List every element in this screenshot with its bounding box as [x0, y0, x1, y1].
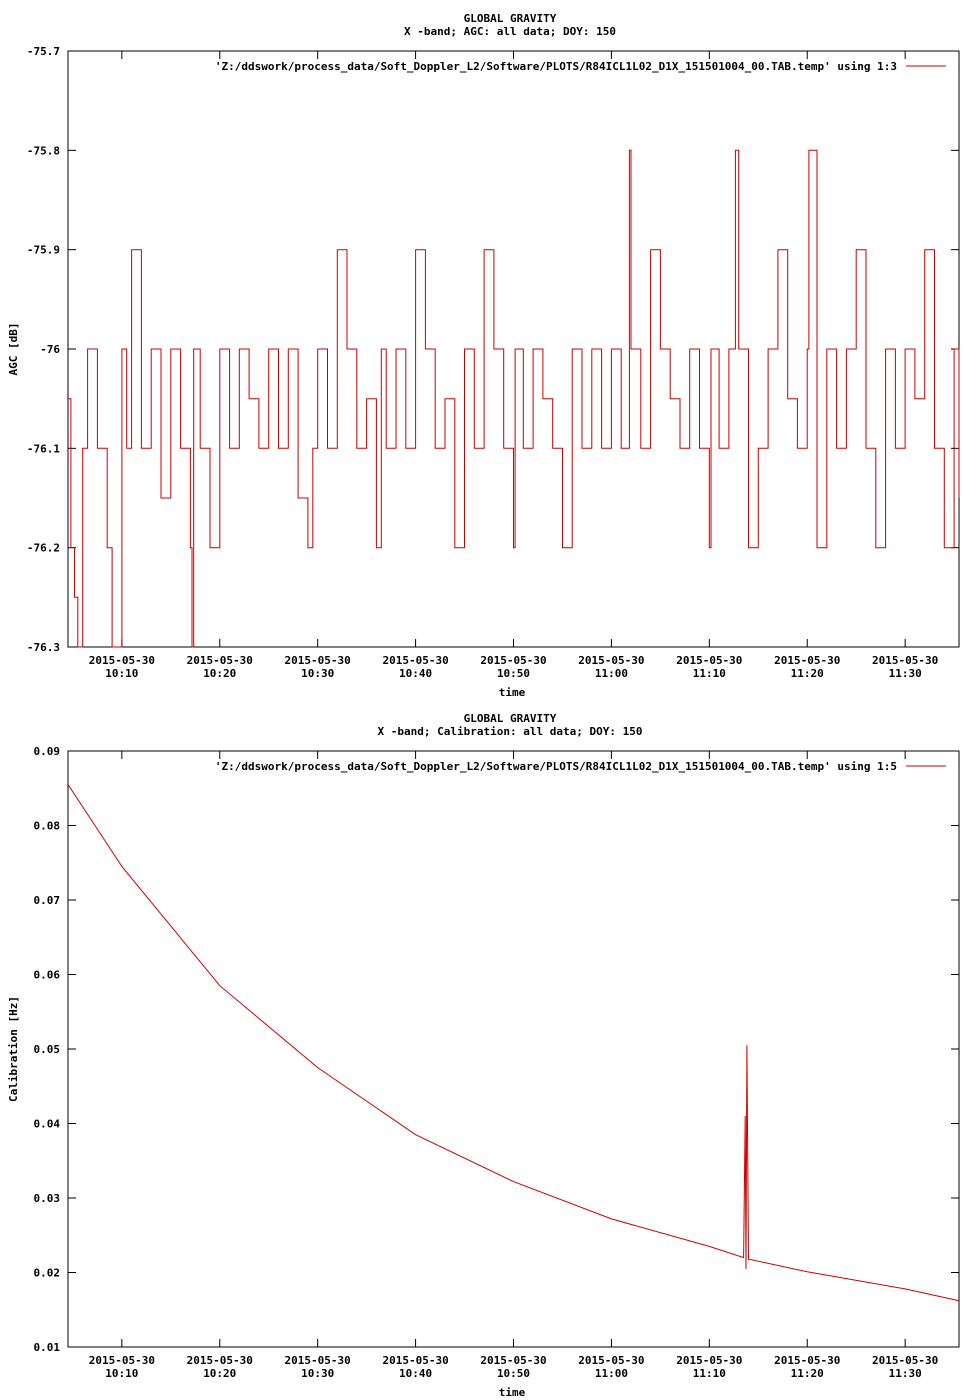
x-tick-date: 2015-05-30 — [676, 654, 742, 667]
chart-subtitle: X -band; Calibration: all data; DOY: 150 — [378, 725, 643, 738]
x-tick-date: 2015-05-30 — [187, 1354, 253, 1367]
y-tick-label: -75.7 — [27, 45, 60, 58]
x-tick-time: 10:10 — [105, 667, 138, 680]
y-tick-label: -76.1 — [27, 442, 60, 455]
x-axis-label: time — [499, 686, 526, 699]
x-tick-date: 2015-05-30 — [676, 1354, 742, 1367]
x-tick-date: 2015-05-30 — [382, 654, 448, 667]
y-tick-label: 0.08 — [34, 820, 61, 833]
x-tick-time: 11:10 — [693, 667, 726, 680]
x-tick-date: 2015-05-30 — [285, 1354, 351, 1367]
legend-label: 'Z:/ddswork/process_data/Soft_Doppler_L2… — [215, 60, 897, 73]
x-tick-date: 2015-05-30 — [578, 1354, 644, 1367]
x-tick-time: 11:20 — [791, 1367, 824, 1380]
x-tick-date: 2015-05-30 — [187, 654, 253, 667]
x-tick-time: 10:20 — [203, 667, 236, 680]
y-tick-label: 0.01 — [34, 1341, 61, 1354]
x-tick-date: 2015-05-30 — [774, 1354, 840, 1367]
x-tick-time: 10:30 — [301, 1367, 334, 1380]
y-tick-label: -75.9 — [27, 244, 60, 257]
x-tick-time: 10:50 — [497, 667, 530, 680]
y-tick-label: 0.06 — [34, 969, 61, 982]
x-tick-time: 10:30 — [301, 667, 334, 680]
x-tick-time: 10:10 — [105, 1367, 138, 1380]
chart-title: GLOBAL GRAVITY — [464, 712, 557, 725]
y-tick-label: 0.02 — [34, 1267, 61, 1280]
x-tick-time: 10:40 — [399, 667, 432, 680]
y-tick-label: 0.04 — [34, 1118, 61, 1131]
y-tick-label: -76 — [40, 343, 60, 356]
x-tick-time: 11:10 — [693, 1367, 726, 1380]
x-tick-date: 2015-05-30 — [480, 654, 546, 667]
x-tick-time: 10:50 — [497, 1367, 530, 1380]
y-tick-label: -76.3 — [27, 641, 60, 654]
chart-title: GLOBAL GRAVITY — [464, 12, 557, 25]
y-tick-label: 0.07 — [34, 894, 61, 907]
x-tick-date: 2015-05-30 — [89, 1354, 155, 1367]
x-tick-date: 2015-05-30 — [382, 1354, 448, 1367]
y-tick-label: 0.05 — [34, 1043, 61, 1056]
x-tick-date: 2015-05-30 — [578, 654, 644, 667]
x-tick-time: 11:00 — [595, 667, 628, 680]
x-tick-time: 11:30 — [889, 1367, 922, 1380]
y-tick-label: 0.09 — [34, 745, 61, 758]
y-axis-label: AGC [dB] — [7, 323, 20, 376]
x-tick-time: 11:30 — [889, 667, 922, 680]
plot-frame — [67, 50, 960, 648]
series-line — [67, 784, 960, 1302]
series-line — [68, 149, 960, 648]
y-axis-label: Calibration [Hz] — [7, 996, 20, 1102]
x-tick-time: 11:20 — [791, 667, 824, 680]
y-tick-label: -75.8 — [27, 144, 60, 157]
x-tick-date: 2015-05-30 — [872, 654, 938, 667]
plot-frame — [67, 750, 960, 1348]
chart-subtitle: X -band; AGC: all data; DOY: 150 — [404, 25, 616, 38]
y-tick-label: 0.03 — [34, 1192, 61, 1205]
x-tick-date: 2015-05-30 — [774, 654, 840, 667]
x-tick-date: 2015-05-30 — [89, 654, 155, 667]
y-tick-label: -76.2 — [27, 542, 60, 555]
x-tick-date: 2015-05-30 — [285, 654, 351, 667]
x-tick-time: 10:20 — [203, 1367, 236, 1380]
x-tick-date: 2015-05-30 — [872, 1354, 938, 1367]
legend-label: 'Z:/ddswork/process_data/Soft_Doppler_L2… — [215, 760, 897, 773]
x-tick-time: 11:00 — [595, 1367, 628, 1380]
x-axis-label: time — [499, 1386, 526, 1399]
x-tick-time: 10:40 — [399, 1367, 432, 1380]
x-tick-date: 2015-05-30 — [480, 1354, 546, 1367]
